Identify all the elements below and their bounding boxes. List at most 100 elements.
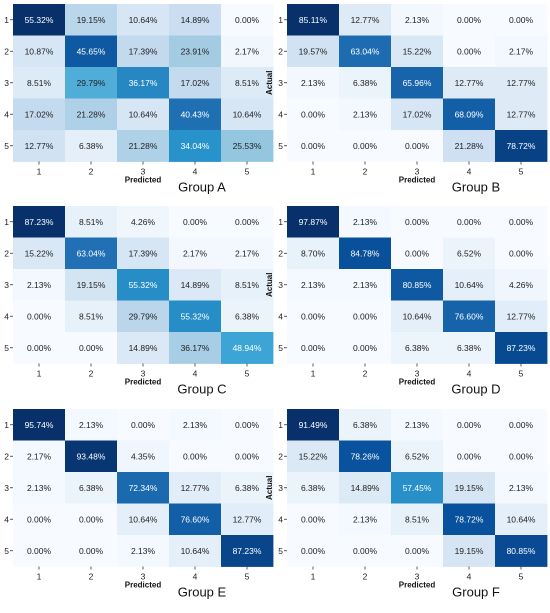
heatmap-cell	[169, 332, 222, 364]
heatmap-cell	[339, 237, 392, 270]
cell-value-label: 4.26%	[131, 217, 156, 227]
cell-value-label: 63.04%	[77, 248, 106, 258]
cell-value-label: 2.17%	[235, 46, 260, 56]
heatmap-cell	[287, 130, 340, 162]
group-title: Group C	[177, 382, 226, 397]
y-tick-label: 2	[278, 46, 283, 56]
cell-value-label: 10.64%	[129, 15, 158, 25]
heatmap-cell	[443, 269, 496, 301]
heatmap-cell	[495, 4, 548, 36]
heatmap-cell	[221, 503, 274, 536]
heatmap-cell	[287, 269, 340, 301]
heatmap-cell	[65, 535, 118, 567]
heatmap-cell	[117, 440, 170, 473]
cell-value-label: 68.09%	[455, 109, 484, 119]
y-tick-label: 4	[4, 514, 9, 524]
cell-value-label: 14.89%	[129, 343, 158, 353]
y-tick-label: 5	[278, 343, 283, 353]
x-tick-label: 3	[141, 369, 146, 379]
x-tick-label: 5	[519, 369, 524, 379]
y-tick-label: 4	[4, 311, 9, 321]
y-tick-label: 3	[4, 483, 9, 493]
cell-value-label: 29.79%	[129, 311, 158, 321]
heatmap-cell	[13, 440, 66, 473]
cell-value-label: 12.77%	[455, 78, 484, 88]
heatmap-cell	[65, 332, 118, 364]
heatmap-cell	[443, 67, 496, 99]
cell-value-label: 0.00%	[27, 546, 52, 556]
cell-value-label: 84.78%	[351, 248, 380, 258]
x-tick-label: 5	[245, 167, 250, 177]
cell-value-label: 6.52%	[405, 451, 430, 461]
heatmap-cell	[391, 269, 444, 301]
cell-value-label: 36.17%	[181, 343, 210, 353]
cell-value-label: 8.51%	[405, 514, 430, 524]
heatmap-cell	[339, 472, 392, 504]
heatmap-cell	[169, 440, 222, 473]
y-tick-label: 1	[4, 15, 9, 25]
heatmap-cell	[495, 237, 548, 270]
cell-value-label: 85.11%	[299, 15, 328, 25]
cell-value-label: 0.00%	[131, 420, 156, 430]
cell-value-label: 0.00%	[301, 546, 326, 556]
x-axis-title: Predicted	[399, 176, 436, 185]
cell-value-label: 0.00%	[405, 248, 430, 258]
cell-value-label: 55.32%	[129, 280, 158, 290]
cell-value-label: 12.77%	[181, 483, 210, 493]
heatmap-cell	[391, 130, 444, 162]
heatmap-cell	[221, 206, 274, 238]
cell-value-label: 0.00%	[405, 141, 430, 151]
cell-value-label: 2.13%	[301, 280, 326, 290]
cell-value-label: 6.38%	[353, 420, 378, 430]
cell-value-label: 0.00%	[353, 141, 378, 151]
cell-value-label: 8.51%	[27, 78, 52, 88]
heatmap-panel-group-d: 97.87% 2.13% 0.00% 0.00% 0.00% 8.70% 84.78% 0.0…	[265, 206, 548, 397]
heatmap-cell	[221, 472, 274, 504]
cell-value-label: 8.70%	[301, 248, 326, 258]
heatmap-cell	[443, 300, 496, 333]
heatmap-cell	[169, 98, 222, 131]
heatmap-cell	[221, 98, 274, 131]
heatmap-cell	[391, 440, 444, 473]
heatmap-cell	[117, 332, 170, 364]
cell-value-label: 0.00%	[79, 546, 104, 556]
heatmap-cell	[443, 503, 496, 536]
x-tick-label: 3	[415, 572, 420, 582]
heatmap-cell	[117, 4, 170, 36]
cell-value-label: 10.64%	[403, 311, 432, 321]
x-tick-label: 5	[245, 369, 250, 379]
cell-value-label: 0.00%	[353, 546, 378, 556]
heatmap-cell	[495, 332, 548, 364]
heatmap-cell	[287, 98, 340, 131]
cell-value-label: 2.13%	[353, 280, 378, 290]
cell-value-label: 0.00%	[183, 451, 208, 461]
heatmap-cell	[391, 4, 444, 36]
heatmap-cell	[391, 535, 444, 567]
heatmap-cell	[339, 409, 392, 441]
y-axis-title: Actual	[265, 476, 274, 500]
heatmap-cell	[117, 206, 170, 238]
heatmap-cell	[391, 503, 444, 536]
x-tick-label: 4	[193, 369, 198, 379]
x-axis-title: Predicted	[399, 581, 436, 590]
heatmap-cell	[117, 130, 170, 162]
cell-value-label: 87.23%	[233, 546, 262, 556]
heatmap-cell	[13, 237, 66, 270]
cell-value-label: 0.00%	[457, 217, 482, 227]
cell-value-label: 8.51%	[235, 280, 260, 290]
heatmap-cell	[13, 4, 66, 36]
cell-value-label: 2.13%	[353, 109, 378, 119]
heatmap-cell	[221, 300, 274, 333]
heatmap-cell	[495, 440, 548, 473]
cell-value-label: 2.13%	[301, 78, 326, 88]
cell-value-label: 2.17%	[183, 248, 208, 258]
heatmap-cell	[443, 237, 496, 270]
cell-value-label: 2.13%	[27, 280, 52, 290]
heatmap-panel-group-c: 87.23% 8.51% 4.26% 0.00% 0.00% 15.22% 63.04% 17…	[4, 206, 274, 397]
y-tick-label: 4	[278, 311, 283, 321]
cell-value-label: 2.17%	[509, 46, 534, 56]
cell-value-label: 6.38%	[79, 141, 104, 151]
cell-value-label: 0.00%	[27, 343, 52, 353]
cell-value-label: 87.23%	[25, 217, 54, 227]
